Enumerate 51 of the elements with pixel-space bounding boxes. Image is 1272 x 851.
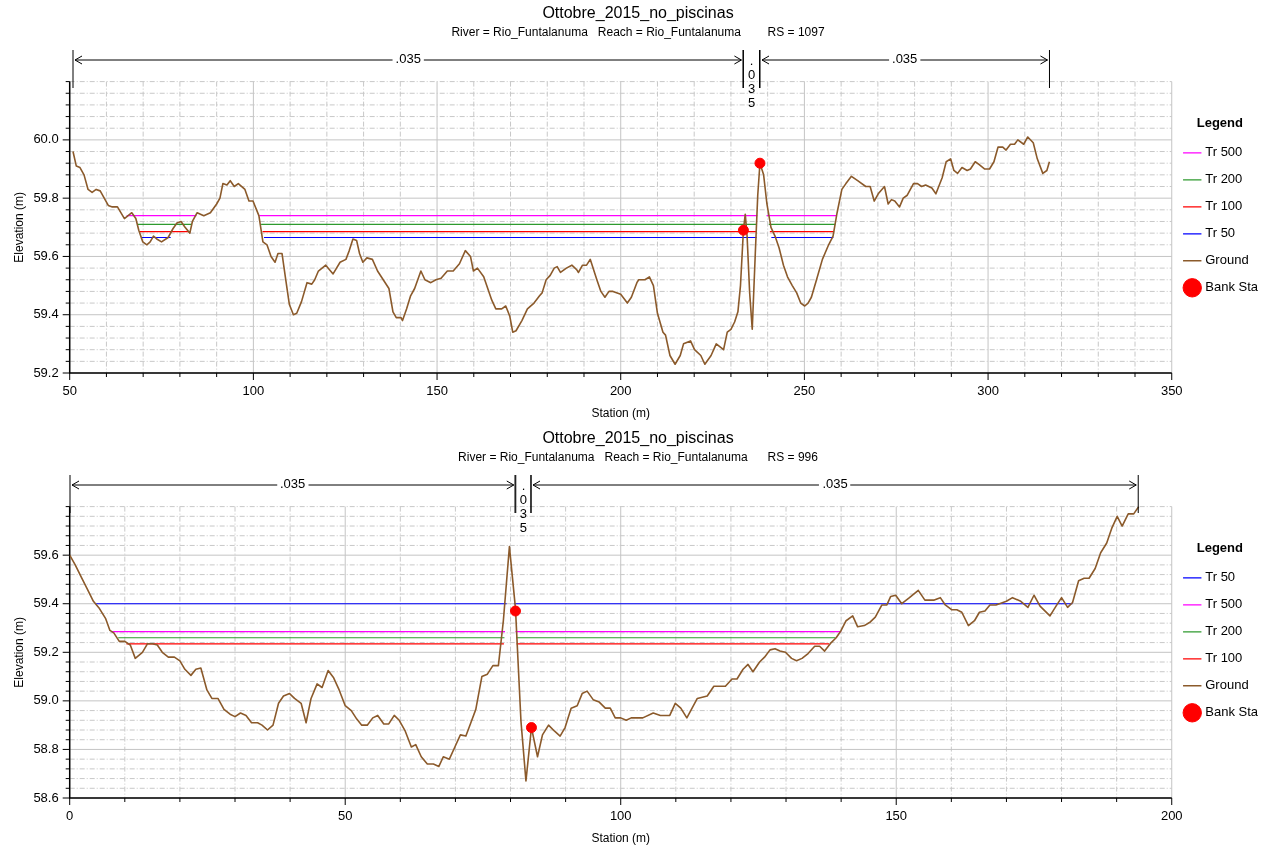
x-tick-label: 0 xyxy=(66,808,74,824)
legend-label: Tr 100 xyxy=(1205,650,1243,666)
text: .035 xyxy=(395,51,421,67)
legend-label: Tr 200 xyxy=(1205,171,1243,187)
y-tick-label: 60.0 xyxy=(33,131,59,147)
y-tick-label: 59.4 xyxy=(33,595,59,611)
x-tick-label: 250 xyxy=(793,383,816,399)
x-tick-label: 50 xyxy=(62,383,77,399)
x-tick-label: 200 xyxy=(1160,808,1183,824)
legend-label: Bank Sta xyxy=(1205,704,1259,720)
legend-label: Tr 100 xyxy=(1205,198,1243,214)
annotation: .035 xyxy=(519,478,528,536)
legend-title: Legend xyxy=(1196,539,1244,555)
y-tick-label: 59.8 xyxy=(33,189,59,205)
legend-label: Tr 200 xyxy=(1205,623,1243,639)
legend-label: Tr 500 xyxy=(1205,144,1243,160)
x-tick-label: 150 xyxy=(885,808,908,824)
legend-label: Ground xyxy=(1205,677,1249,693)
x-tick-label: 300 xyxy=(977,383,999,399)
y-tick-label: 59.6 xyxy=(33,546,59,562)
x-tick-label: 150 xyxy=(426,383,448,399)
x-tick-label: 100 xyxy=(242,383,265,399)
annotation: .035 xyxy=(748,53,756,111)
x-axis-title: Station (m) xyxy=(591,406,651,421)
chart-subtitle: River = Rio_Funtalanuma Reach = Rio_Funtalanuma RS = 996 xyxy=(458,449,819,464)
y-tick-label: 59.6 xyxy=(33,248,59,264)
legend-title: Legend xyxy=(1196,114,1244,130)
legend-label: Tr 50 xyxy=(1205,569,1236,585)
y-axis-title: Elevation (m) xyxy=(11,191,26,263)
x-axis-title: Station (m) xyxy=(591,831,651,846)
legend-label: Tr 500 xyxy=(1205,596,1243,612)
x-tick-label: 50 xyxy=(337,808,353,824)
y-tick-label: 58.6 xyxy=(33,789,59,805)
chart-title: Ottobre_2015_no_piscinas xyxy=(542,429,734,448)
y-axis-title: Elevation (m) xyxy=(11,616,26,688)
y-tick-label: 59.4 xyxy=(33,306,59,322)
chart-subtitle: River = Rio_Funtalanuma Reach = Rio_Funtalanuma RS = 1097 xyxy=(451,24,825,39)
text: .035 xyxy=(822,476,848,492)
y-tick-label: 59.2 xyxy=(33,643,59,659)
y-tick-label: 58.8 xyxy=(33,741,59,757)
legend-label: Tr 50 xyxy=(1205,225,1236,241)
x-tick-label: 200 xyxy=(609,383,632,399)
y-tick-label: 59.2 xyxy=(33,364,59,380)
text: .035 xyxy=(279,476,306,492)
x-tick-label: 100 xyxy=(609,808,632,824)
legend-label: Bank Sta xyxy=(1205,279,1259,295)
legend-label: Ground xyxy=(1205,252,1249,268)
chart-title: Ottobre_2015_no_piscinas xyxy=(542,4,734,23)
text: .035 xyxy=(892,51,918,67)
y-tick-label: 59.0 xyxy=(33,692,59,708)
x-tick-label: 350 xyxy=(1160,383,1183,399)
